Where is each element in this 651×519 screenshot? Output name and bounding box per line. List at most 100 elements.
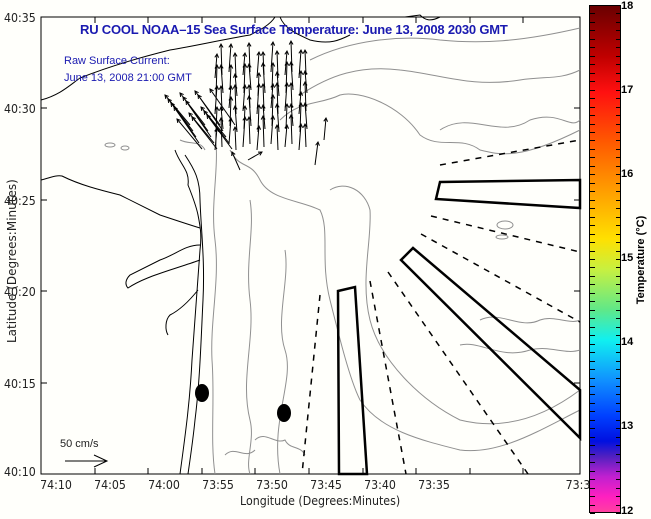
current-vector	[248, 42, 251, 73]
colorbar-minor-tick	[590, 157, 595, 159]
current-vector	[220, 43, 223, 76]
colorbar-minor-tick	[590, 360, 595, 362]
colorbar-minor-tick	[616, 259, 621, 260]
zone-box-southeast	[399, 246, 582, 442]
colorbar-minor-tick	[590, 386, 595, 387]
colorbar-minor-tick	[590, 394, 595, 396]
colorbar-minor-tick	[590, 343, 595, 345]
colorbar-minor-tick	[616, 419, 621, 421]
current-vector	[270, 41, 274, 73]
colorbar-minor-tick	[616, 55, 621, 57]
legend-current-label: Raw Surface Current:	[64, 55, 170, 67]
current-vector	[228, 85, 232, 109]
current-vector-head	[209, 88, 214, 94]
colorbar-minor-tick	[616, 301, 621, 303]
current-vector-head	[188, 112, 193, 118]
current-vector	[228, 43, 232, 73]
colorbar-minor-tick	[590, 191, 595, 193]
colorbar-minor-tick	[616, 89, 621, 91]
y-axis-title: Latitude (Degrees:Minutes)	[5, 179, 19, 343]
colorbar-minor-tick	[616, 267, 621, 269]
current-vector	[229, 64, 232, 91]
current-vector-head	[246, 41, 252, 47]
current-vector-head	[302, 69, 308, 75]
colorbar-minor-tick	[616, 445, 621, 447]
current-vector	[247, 151, 263, 161]
colorbar-minor-tick	[616, 98, 621, 100]
current-vector-head	[203, 110, 208, 116]
colorbar-tick-label: 14	[621, 336, 634, 348]
surface-current-vectors	[164, 39, 329, 171]
colorbar-minor-tick	[616, 199, 621, 201]
colorbar-minor-tick	[590, 123, 595, 125]
x-tick-label: 73:40	[364, 478, 396, 492]
colorbar-minor-tick	[616, 470, 621, 472]
current-vector	[276, 82, 279, 115]
colorbar-minor-tick	[590, 326, 595, 328]
current-vector-head	[228, 42, 234, 48]
zone-box-east	[434, 178, 582, 210]
colorbar-title: Temperature (°C)	[635, 215, 647, 305]
colorbar-minor-tick	[590, 115, 595, 117]
current-vector	[228, 117, 232, 145]
current-vector	[304, 123, 307, 148]
colorbar-minor-tick	[616, 369, 621, 371]
current-vector	[176, 118, 203, 150]
colorbar-minor-tick	[616, 106, 621, 108]
colorbar-minor-tick	[616, 208, 621, 210]
current-vector	[231, 151, 241, 171]
current-vector	[285, 61, 288, 94]
colorbar-minor-tick	[616, 140, 621, 142]
current-vector-head	[242, 83, 248, 89]
colorbar-minor-tick	[616, 309, 621, 311]
current-vector	[248, 116, 251, 145]
colorbar-minor-tick	[590, 64, 595, 66]
scale-arrow-icon	[65, 454, 109, 468]
colorbar-minor-tick	[590, 38, 595, 40]
current-vector	[262, 115, 265, 148]
colorbar-minor-tick	[616, 326, 621, 328]
colorbar-minor-tick	[616, 47, 621, 49]
colorbar-minor-tick	[616, 38, 621, 40]
y-tick-label: 40:30	[4, 102, 36, 116]
current-vector	[243, 63, 246, 94]
colorbar-minor-tick	[616, 148, 621, 150]
colorbar-minor-tick	[590, 504, 595, 506]
colorbar-minor-tick	[590, 89, 595, 91]
current-vector-head	[232, 104, 238, 110]
colorbar-minor-tick	[590, 335, 595, 337]
x-tick-label: 73:55	[202, 478, 234, 492]
colorbar-minor-tick	[616, 123, 621, 125]
colorbar-minor-tick	[616, 275, 621, 277]
colorbar-minor-tick	[590, 487, 595, 489]
colorbar-minor-tick	[616, 360, 621, 362]
current-vector-head	[170, 102, 175, 108]
y-tick-label: 40:15	[4, 377, 36, 391]
axis-ticks	[41, 17, 580, 474]
colorbar-minor-tick	[616, 504, 621, 506]
colorbar-minor-tick	[590, 309, 595, 311]
coastline	[40, 14, 441, 475]
current-vector	[304, 102, 308, 130]
x-tick-label: 73:50	[256, 478, 288, 492]
current-vector	[262, 104, 266, 130]
current-vector-head	[231, 151, 236, 157]
x-tick-label: 74:05	[94, 478, 126, 492]
colorbar-minor-tick	[616, 386, 621, 387]
current-vector	[262, 51, 265, 76]
colorbar-minor-tick	[590, 174, 595, 176]
current-vector-head	[284, 49, 290, 55]
current-vector-head	[270, 40, 276, 46]
scale-arrow-label: 50 cm/s	[60, 438, 99, 450]
colorbar-minor-tick	[616, 64, 621, 66]
current-vector-head	[185, 100, 190, 106]
current-vector-head	[232, 51, 238, 57]
current-vector	[234, 126, 237, 151]
colorbar-minor-tick	[616, 394, 621, 396]
colorbar-minor-tick	[616, 30, 621, 32]
current-vector	[271, 94, 274, 127]
current-vector-head	[302, 101, 308, 107]
colorbar-minor-tick	[616, 411, 621, 413]
current-vector-head	[284, 123, 290, 129]
